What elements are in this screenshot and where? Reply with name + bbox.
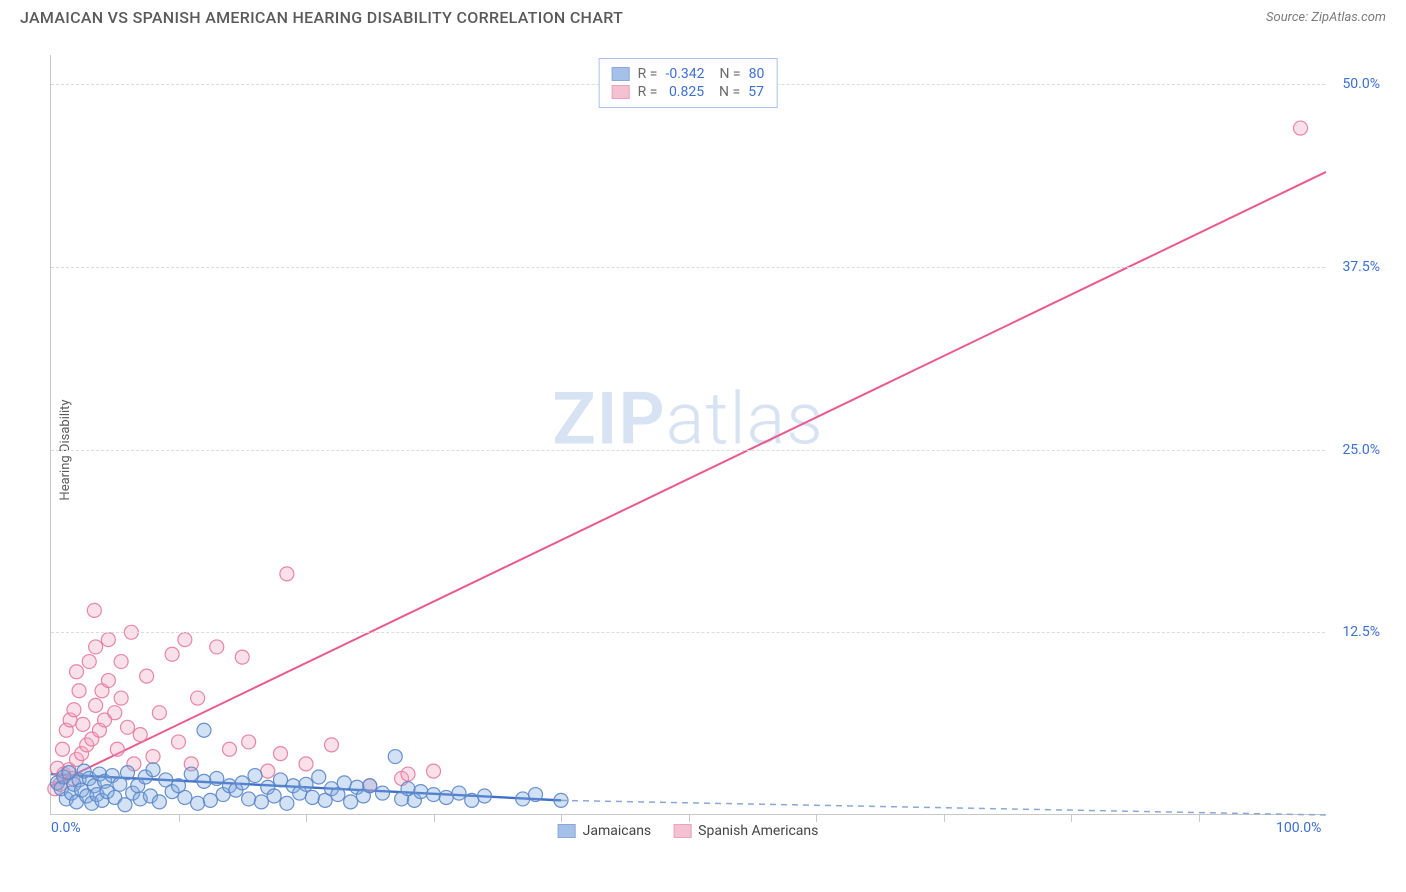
data-point	[274, 773, 288, 787]
data-point	[516, 792, 530, 806]
data-point	[388, 750, 402, 764]
y-tick-label: 37.5%	[1342, 259, 1380, 275]
stats-row-jamaicans: R = -0.342 N = 80	[612, 65, 765, 83]
data-point	[101, 674, 115, 688]
data-point	[87, 603, 101, 617]
data-point	[76, 717, 90, 731]
data-point	[274, 747, 288, 761]
data-point	[305, 790, 319, 804]
data-point	[280, 567, 294, 581]
data-point	[178, 633, 192, 647]
stats-row-spanish: R = 0.825 N = 57	[612, 83, 765, 101]
chart-title: JAMAICAN VS SPANISH AMERICAN HEARING DIS…	[20, 8, 623, 27]
data-point	[55, 742, 69, 756]
legend-item-spanish: Spanish Americans	[673, 823, 818, 839]
data-point	[223, 742, 237, 756]
data-point	[235, 776, 249, 790]
data-point	[191, 691, 205, 705]
data-point	[101, 633, 115, 647]
data-point	[197, 723, 211, 737]
data-point	[344, 795, 358, 809]
data-point	[554, 793, 568, 807]
chart-area: Hearing Disability ZIPatlas R = -0.342 N…	[50, 55, 1380, 845]
data-point	[401, 767, 415, 781]
data-point	[529, 788, 543, 802]
data-point	[248, 769, 262, 783]
data-point	[152, 795, 166, 809]
data-point	[121, 720, 135, 734]
data-point	[140, 669, 154, 683]
data-point	[242, 735, 256, 749]
data-point	[299, 777, 313, 791]
data-point	[114, 691, 128, 705]
y-tick-label: 12.5%	[1342, 624, 1380, 640]
data-point	[203, 793, 217, 807]
data-point	[191, 796, 205, 810]
data-point	[133, 728, 147, 742]
data-point	[452, 786, 466, 800]
data-point	[427, 764, 441, 778]
data-point	[110, 742, 124, 756]
swatch-spanish-2	[673, 824, 691, 838]
data-point	[1294, 121, 1308, 135]
data-point	[465, 793, 479, 807]
series-legend: Jamaicans Spanish Americans	[558, 823, 819, 839]
swatch-spanish	[612, 85, 630, 99]
stats-legend: R = -0.342 N = 80 R = 0.825 N = 57	[599, 58, 778, 108]
data-point	[72, 684, 86, 698]
data-point	[197, 774, 211, 788]
data-point	[89, 698, 103, 712]
swatch-jamaicans	[612, 67, 630, 81]
data-point	[114, 655, 128, 669]
data-point	[82, 655, 96, 669]
chart-header: JAMAICAN VS SPANISH AMERICAN HEARING DIS…	[0, 0, 1406, 31]
data-point	[427, 788, 441, 802]
data-point	[210, 771, 224, 785]
data-point	[280, 796, 294, 810]
data-point	[89, 640, 103, 654]
x-tick-label: 100.0%	[1276, 820, 1321, 836]
data-point	[267, 789, 281, 803]
data-point	[325, 738, 339, 752]
data-point	[67, 703, 81, 717]
data-point	[376, 786, 390, 800]
y-tick-label: 50.0%	[1342, 76, 1380, 92]
data-point	[299, 757, 313, 771]
data-point	[178, 790, 192, 804]
data-point	[121, 766, 135, 780]
data-point	[414, 785, 428, 799]
data-point	[363, 779, 377, 793]
data-point	[235, 650, 249, 664]
data-point	[337, 776, 351, 790]
chart-source: Source: ZipAtlas.com	[1266, 10, 1386, 25]
data-point	[70, 665, 84, 679]
data-point	[478, 789, 492, 803]
data-point	[146, 750, 160, 764]
data-point	[210, 640, 224, 654]
data-point	[146, 763, 160, 777]
data-point	[165, 647, 179, 661]
data-point	[312, 770, 326, 784]
legend-item-jamaicans: Jamaicans	[558, 823, 652, 839]
plot-svg	[51, 55, 1326, 815]
data-point	[439, 790, 453, 804]
data-point	[172, 735, 186, 749]
data-point	[261, 764, 275, 778]
y-tick-label: 25.0%	[1342, 442, 1380, 458]
data-point	[184, 767, 198, 781]
data-point	[242, 792, 256, 806]
swatch-jamaicans-2	[558, 824, 576, 838]
data-point	[254, 795, 268, 809]
x-tick-label: 0.0%	[51, 820, 81, 836]
plot-region: ZIPatlas R = -0.342 N = 80 R = 0.825 N =…	[50, 55, 1325, 815]
data-point	[108, 706, 122, 720]
data-point	[152, 706, 166, 720]
